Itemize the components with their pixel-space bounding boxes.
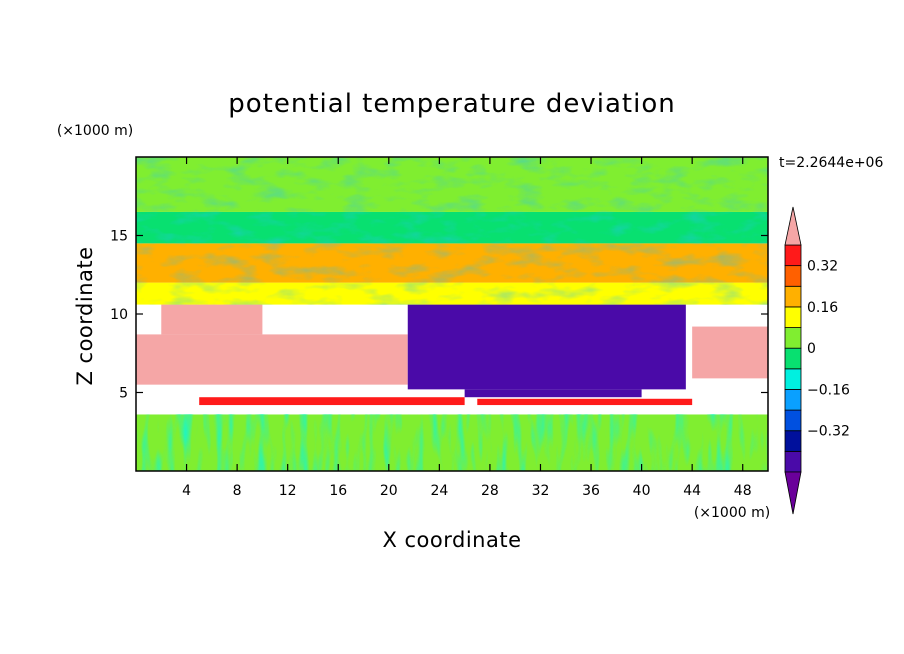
x-tick-label: 20 bbox=[380, 483, 398, 499]
colorbar-bin bbox=[784, 368, 802, 390]
y-tick-label: 5 bbox=[119, 386, 128, 402]
x-tick-label: 24 bbox=[430, 483, 448, 499]
region-warm-layer-left-upper bbox=[161, 304, 263, 335]
colorbar-bin bbox=[784, 285, 802, 308]
x-axis-title: X coordinate bbox=[382, 528, 521, 552]
colorbar-bin bbox=[784, 306, 802, 328]
region-inversion-strip-right bbox=[477, 398, 693, 406]
colorbar-bin bbox=[784, 430, 802, 452]
time-label: t=2.2644e+06 bbox=[779, 155, 883, 171]
colorbar-bin bbox=[784, 409, 802, 432]
colorbar: 0.32 0.16 0 −0.16 −0.32 bbox=[784, 206, 850, 515]
colorbar-label: 0 bbox=[807, 341, 816, 357]
x-tick-label: 48 bbox=[734, 483, 752, 499]
region-cold-pool-lower bbox=[464, 389, 642, 398]
colorbar-bin bbox=[784, 327, 802, 349]
colorbar-extend-bottom bbox=[784, 471, 802, 515]
colorbar-label: −0.32 bbox=[807, 424, 850, 440]
colorbar-bin bbox=[784, 389, 802, 411]
y-axis: 5 10 15 bbox=[110, 229, 768, 402]
colorbar-bin bbox=[784, 450, 802, 473]
region-warm-layer-left bbox=[136, 334, 408, 385]
y-unit-label: (×1000 m) bbox=[57, 123, 133, 139]
colorbar-label: 0.16 bbox=[807, 300, 838, 316]
chart-title: potential temperature deviation bbox=[228, 89, 675, 119]
x-tick-label: 44 bbox=[683, 483, 701, 499]
colorbar-bin bbox=[784, 265, 802, 287]
region-inversion-strip bbox=[199, 397, 465, 406]
x-tick-label: 4 bbox=[182, 483, 191, 499]
upper-texture bbox=[136, 157, 768, 305]
x-tick-label: 40 bbox=[633, 483, 651, 499]
region-cold-pool bbox=[407, 304, 686, 390]
x-tick-label: 28 bbox=[481, 483, 499, 499]
x-tick-label: 36 bbox=[582, 483, 600, 499]
colorbar-bin bbox=[784, 244, 802, 267]
y-axis-title: Z coordinate bbox=[73, 246, 97, 385]
x-tick-label: 12 bbox=[279, 483, 297, 499]
x-tick-label: 16 bbox=[329, 483, 347, 499]
y-tick-label: 15 bbox=[110, 229, 128, 245]
x-tick-label: 32 bbox=[532, 483, 550, 499]
colorbar-extend-top bbox=[784, 206, 802, 246]
colorbar-bin bbox=[784, 347, 802, 370]
y-tick-label: 10 bbox=[110, 307, 128, 323]
colorbar-label: 0.32 bbox=[807, 259, 838, 275]
plot-area bbox=[136, 157, 768, 471]
surface-texture bbox=[136, 414, 768, 471]
colorbar-label: −0.16 bbox=[807, 382, 850, 398]
x-unit-label: (×1000 m) bbox=[694, 505, 770, 521]
region-warm-layer-right bbox=[692, 326, 768, 379]
x-tick-label: 8 bbox=[233, 483, 242, 499]
x-axis: 4 8 12 16 20 24 28 32 36 40 44 48 bbox=[182, 157, 752, 499]
